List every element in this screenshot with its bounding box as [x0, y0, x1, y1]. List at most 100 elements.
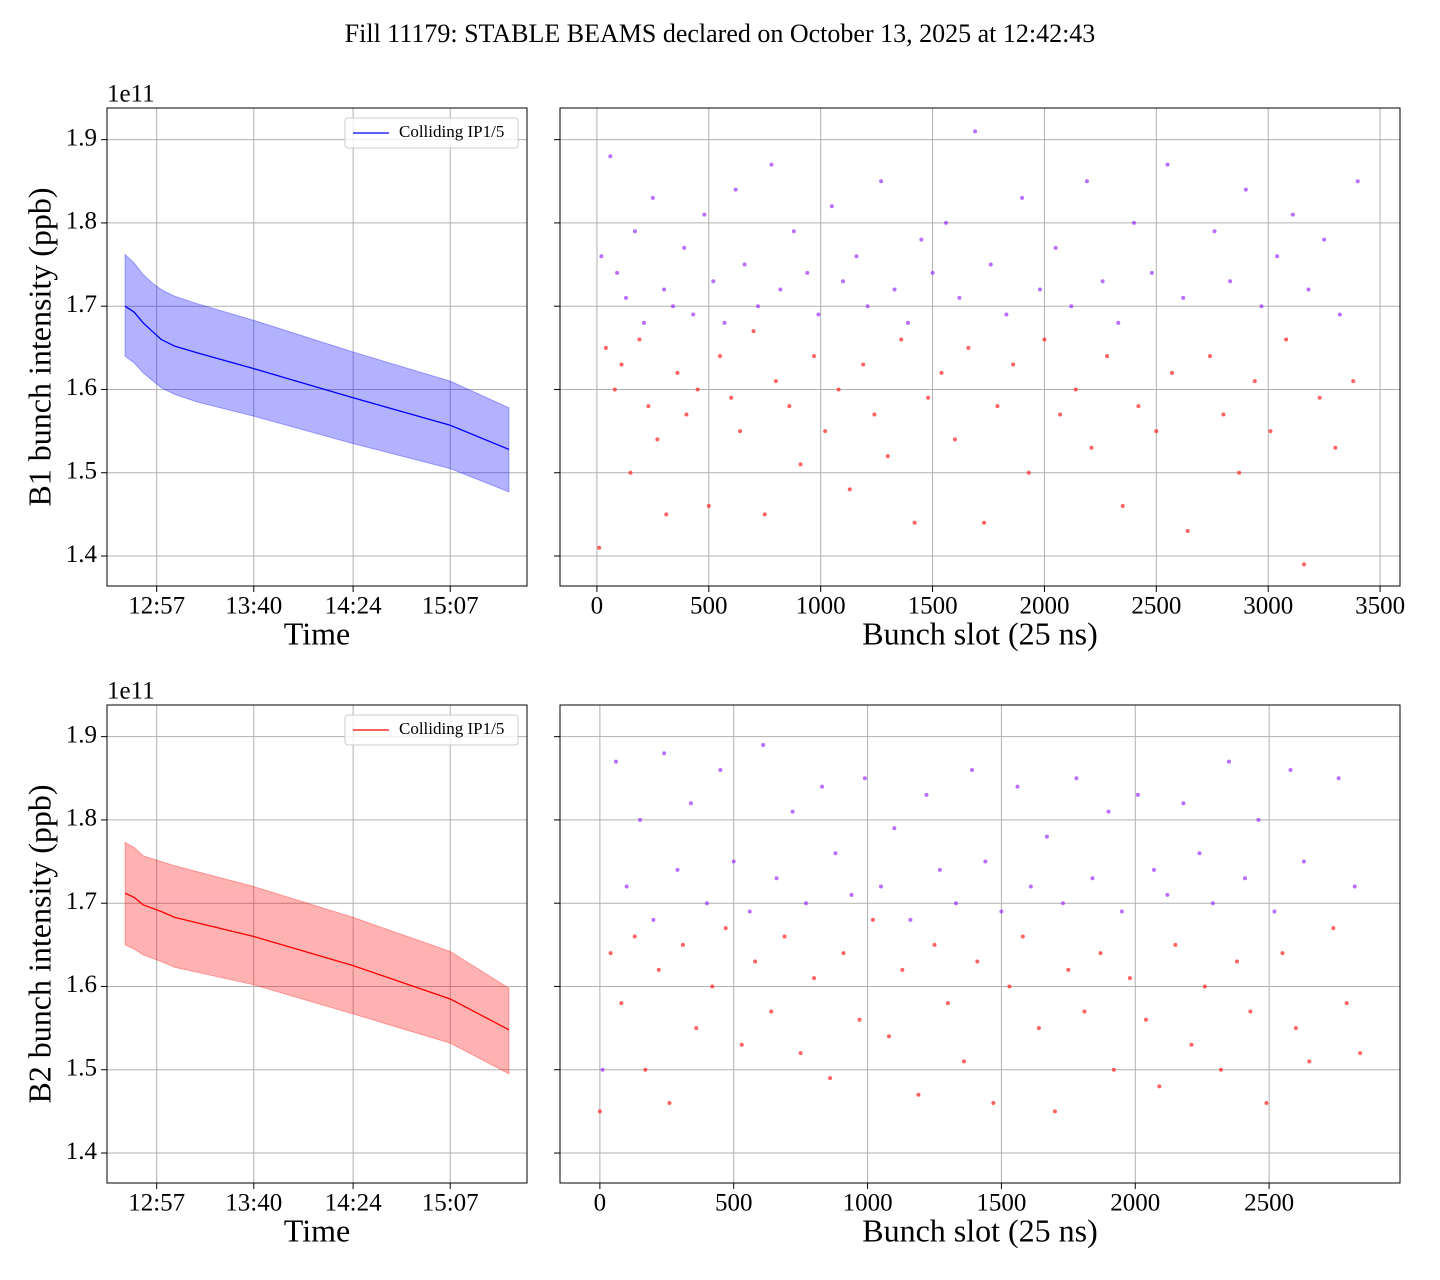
point [798, 462, 803, 467]
point [722, 320, 727, 325]
y-tick-label: 1.9 [66, 721, 97, 748]
point [688, 801, 693, 806]
point [1189, 1042, 1194, 1047]
point [608, 154, 613, 159]
point [1136, 404, 1141, 409]
point [849, 892, 854, 897]
point [682, 245, 687, 250]
point [1333, 445, 1338, 450]
y-tick-label: 1.4 [66, 1138, 98, 1165]
point [1293, 1026, 1298, 1031]
point [1259, 304, 1264, 309]
point [603, 345, 608, 350]
point [1165, 162, 1170, 167]
point [886, 1034, 891, 1039]
figure-title: Fill 11179: STABLE BEAMS declared on Oct… [345, 19, 1096, 48]
point [841, 951, 846, 956]
x-axis-label: Bunch slot (25 ns) [862, 615, 1098, 651]
point [1218, 1067, 1223, 1072]
point [632, 229, 637, 234]
y-tick-label: 1.6 [66, 971, 97, 998]
point [1120, 504, 1125, 509]
point [774, 876, 779, 881]
point [742, 262, 747, 267]
point [753, 959, 758, 964]
point [615, 270, 620, 275]
point [1007, 984, 1012, 989]
point [704, 901, 709, 906]
point [1116, 320, 1121, 325]
point [823, 429, 828, 434]
x-tick-label: 0 [594, 1190, 607, 1217]
point [1135, 792, 1140, 797]
point [1275, 254, 1280, 259]
x-tick-label: 15:07 [422, 593, 479, 620]
point [879, 179, 884, 184]
point [926, 395, 931, 400]
point [1127, 976, 1132, 981]
point [1237, 470, 1242, 475]
point [900, 967, 905, 972]
point [1181, 295, 1186, 300]
x-tick-label: 2000 [1110, 1190, 1160, 1217]
point [1226, 759, 1231, 764]
point [1355, 179, 1360, 184]
point [1026, 470, 1031, 475]
x-tick-label: 12:57 [128, 1190, 185, 1217]
point [1210, 901, 1215, 906]
point [841, 279, 846, 284]
point [1060, 901, 1065, 906]
x-tick-label: 1500 [976, 1190, 1026, 1217]
y-tick-label: 1.8 [66, 805, 97, 832]
x-tick-label: 13:40 [225, 593, 282, 620]
point [999, 909, 1004, 914]
point [885, 454, 890, 459]
point [1352, 884, 1357, 889]
point [988, 262, 993, 267]
x-axis-label: Bunch slot (25 ns) [862, 1212, 1098, 1248]
point [1272, 909, 1277, 914]
point [1173, 942, 1178, 947]
x-tick-label: 2000 [1019, 593, 1069, 620]
point [1197, 851, 1202, 856]
point [1212, 229, 1217, 234]
point [1302, 562, 1307, 567]
x-tick-label: 0 [591, 593, 604, 620]
x-tick-label: 3000 [1243, 593, 1293, 620]
x-tick-label: 500 [715, 1190, 753, 1217]
point [1268, 429, 1273, 434]
x-tick-label: 12:57 [128, 593, 185, 620]
point [919, 237, 924, 242]
point [694, 1026, 699, 1031]
point [637, 337, 642, 342]
x-tick-label: 3500 [1355, 593, 1405, 620]
point [628, 470, 633, 475]
point [1344, 1001, 1349, 1006]
point [1288, 767, 1293, 772]
x-tick-label: 1000 [796, 593, 846, 620]
point [953, 901, 958, 906]
point [619, 1001, 624, 1006]
point [1020, 195, 1025, 200]
axes-frame [559, 107, 1401, 587]
point [816, 312, 821, 317]
legend-box [344, 714, 519, 746]
point [1181, 801, 1186, 806]
point [945, 1001, 950, 1006]
point [1331, 926, 1336, 931]
subplot: 0 500 1000 1500 2000 2500 Bunch slot (25 ns) [554, 704, 1401, 1248]
point [1073, 387, 1078, 392]
point [899, 337, 904, 342]
point [966, 345, 971, 350]
point [1336, 776, 1341, 781]
point [1290, 212, 1295, 217]
point [1111, 1067, 1116, 1072]
point [787, 404, 792, 409]
point [937, 867, 942, 872]
point [1157, 1084, 1162, 1089]
point [983, 859, 988, 864]
point [1208, 354, 1213, 359]
x-tick-label: 2500 [1244, 1190, 1294, 1217]
point [1264, 1101, 1269, 1106]
